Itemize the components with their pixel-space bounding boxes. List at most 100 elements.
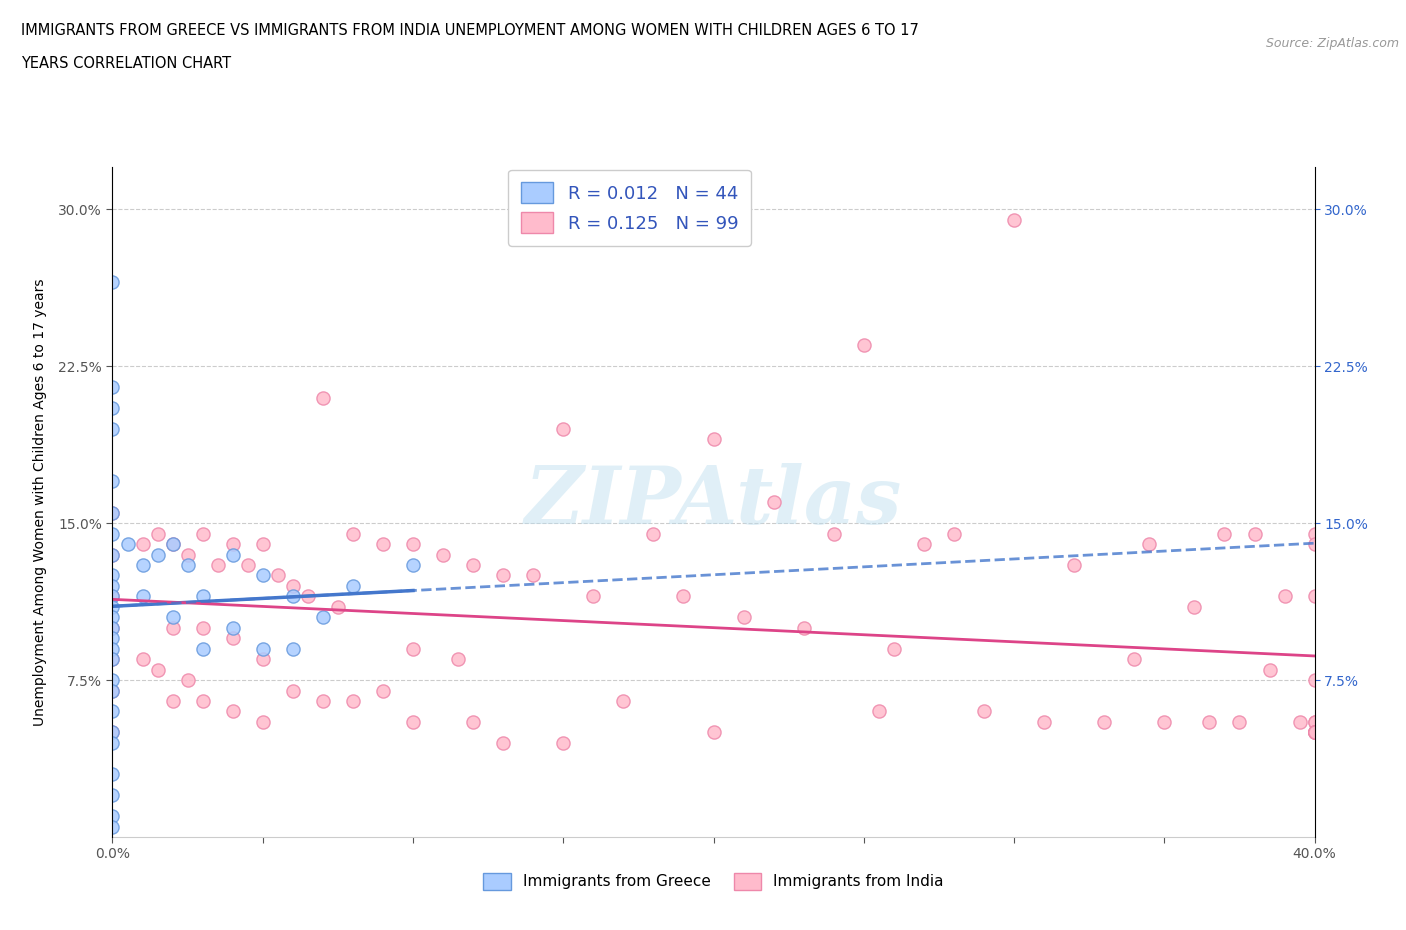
Point — [461, 558, 484, 573]
Point — [973, 704, 995, 719]
Point — [1303, 725, 1326, 740]
Point — [162, 537, 184, 551]
Point — [131, 589, 153, 604]
Text: YEARS CORRELATION CHART: YEARS CORRELATION CHART — [21, 56, 231, 71]
Point — [1137, 537, 1160, 551]
Point — [1303, 714, 1326, 729]
Point — [101, 642, 124, 657]
Point — [1303, 672, 1326, 687]
Point — [1303, 725, 1326, 740]
Point — [1123, 652, 1146, 667]
Point — [1303, 725, 1326, 740]
Point — [312, 391, 335, 405]
Point — [162, 537, 184, 551]
Point — [702, 725, 725, 740]
Point — [402, 714, 425, 729]
Point — [1213, 526, 1236, 541]
Point — [1288, 714, 1310, 729]
Point — [101, 568, 124, 583]
Text: IMMIGRANTS FROM GREECE VS IMMIGRANTS FROM INDIA UNEMPLOYMENT AMONG WOMEN WITH CH: IMMIGRANTS FROM GREECE VS IMMIGRANTS FRO… — [21, 23, 920, 38]
Point — [492, 568, 515, 583]
Point — [191, 642, 214, 657]
Point — [252, 652, 274, 667]
Point — [101, 725, 124, 740]
Point — [101, 589, 124, 604]
Point — [146, 526, 169, 541]
Point — [402, 537, 425, 551]
Point — [1092, 714, 1115, 729]
Point — [252, 537, 274, 551]
Point — [191, 589, 214, 604]
Point — [222, 631, 245, 645]
Point — [252, 642, 274, 657]
Point — [883, 642, 905, 657]
Point — [281, 683, 304, 698]
Point — [342, 526, 364, 541]
Point — [101, 547, 124, 562]
Point — [101, 652, 124, 667]
Point — [176, 558, 198, 573]
Point — [101, 505, 124, 520]
Point — [1063, 558, 1085, 573]
Point — [1198, 714, 1220, 729]
Point — [312, 694, 335, 709]
Point — [176, 547, 198, 562]
Point — [868, 704, 890, 719]
Point — [1303, 725, 1326, 740]
Point — [162, 610, 184, 625]
Point — [101, 401, 124, 416]
Legend: Immigrants from Greece, Immigrants from India: Immigrants from Greece, Immigrants from … — [477, 867, 950, 897]
Point — [1303, 725, 1326, 740]
Point — [1303, 725, 1326, 740]
Point — [1243, 526, 1265, 541]
Point — [222, 620, 245, 635]
Point — [402, 558, 425, 573]
Point — [101, 505, 124, 520]
Point — [162, 620, 184, 635]
Point — [101, 809, 124, 824]
Point — [101, 589, 124, 604]
Point — [191, 526, 214, 541]
Point — [1033, 714, 1056, 729]
Point — [1303, 537, 1326, 551]
Point — [222, 704, 245, 719]
Y-axis label: Unemployment Among Women with Children Ages 6 to 17 years: Unemployment Among Women with Children A… — [34, 278, 46, 726]
Point — [101, 683, 124, 698]
Point — [101, 600, 124, 615]
Point — [252, 714, 274, 729]
Point — [1303, 725, 1326, 740]
Point — [702, 432, 725, 447]
Point — [553, 736, 575, 751]
Point — [222, 547, 245, 562]
Point — [1303, 526, 1326, 541]
Point — [191, 620, 214, 635]
Point — [492, 736, 515, 751]
Point — [281, 642, 304, 657]
Point — [1303, 725, 1326, 740]
Point — [912, 537, 935, 551]
Point — [252, 568, 274, 583]
Point — [1303, 725, 1326, 740]
Point — [101, 474, 124, 489]
Point — [101, 683, 124, 698]
Point — [101, 631, 124, 645]
Point — [1258, 662, 1281, 677]
Point — [1303, 714, 1326, 729]
Point — [553, 421, 575, 436]
Point — [101, 736, 124, 751]
Point — [101, 578, 124, 593]
Point — [1002, 212, 1025, 227]
Point — [447, 652, 470, 667]
Point — [146, 662, 169, 677]
Point — [326, 600, 349, 615]
Point — [101, 526, 124, 541]
Point — [823, 526, 845, 541]
Point — [176, 672, 198, 687]
Point — [852, 338, 875, 352]
Point — [733, 610, 755, 625]
Point — [1229, 714, 1251, 729]
Point — [101, 672, 124, 687]
Point — [281, 589, 304, 604]
Point — [101, 275, 124, 290]
Point — [522, 568, 544, 583]
